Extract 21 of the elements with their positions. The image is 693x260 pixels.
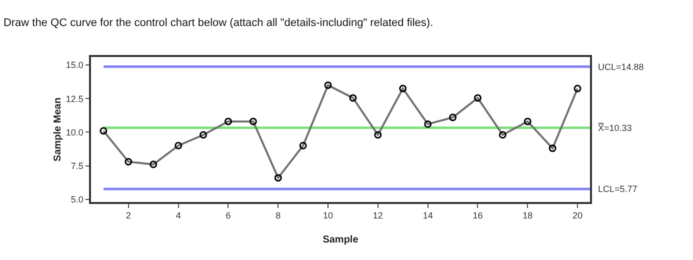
x-tick-label: 8 [276,210,281,221]
y-axis-title: Sample Mean [52,98,64,162]
chart-title: Draw the QC curve for the control chart below (attach all "details-including" related files). [3,16,434,29]
ref-line-label: X̿=10.33 [598,122,632,133]
y-tick-label: 10.0 [66,127,84,138]
x-tick-label: 20 [572,210,583,221]
y-tick-label: 5.0 [70,194,84,204]
ref-line-label: UCL=14.88 [598,62,644,72]
x-tick-label: 6 [226,210,231,221]
x-tick-label: 2 [126,210,131,221]
x-axis-title: Sample [322,234,359,246]
x-tick-label: 12 [372,210,383,221]
x-tick-label: 4 [176,210,181,221]
x-tick-label: 18 [522,210,533,221]
y-tick-label: 15.0 [66,60,84,70]
x-tick-label: 14 [422,210,433,221]
ref-line-label: LCL=5.77 [598,184,638,194]
x-tick-label: 16 [472,210,483,221]
y-tick-label: 7.5 [70,160,84,171]
x-tick-label: 10 [323,210,334,221]
y-tick-label: 12.5 [66,94,84,104]
